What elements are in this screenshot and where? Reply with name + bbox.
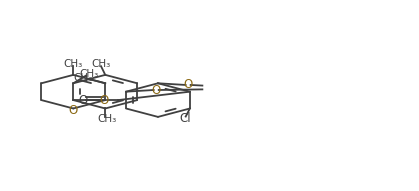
Text: CH₃: CH₃ xyxy=(64,59,83,69)
Text: O: O xyxy=(152,84,161,97)
Text: CH₃: CH₃ xyxy=(74,73,93,83)
Text: O: O xyxy=(69,104,78,117)
Text: CH₃: CH₃ xyxy=(97,114,116,124)
Text: Cl: Cl xyxy=(179,112,191,125)
Text: O: O xyxy=(99,94,109,107)
Text: O: O xyxy=(79,94,88,107)
Text: CH₃: CH₃ xyxy=(80,69,99,79)
Text: CH₃: CH₃ xyxy=(91,59,111,69)
Text: O: O xyxy=(184,78,193,91)
